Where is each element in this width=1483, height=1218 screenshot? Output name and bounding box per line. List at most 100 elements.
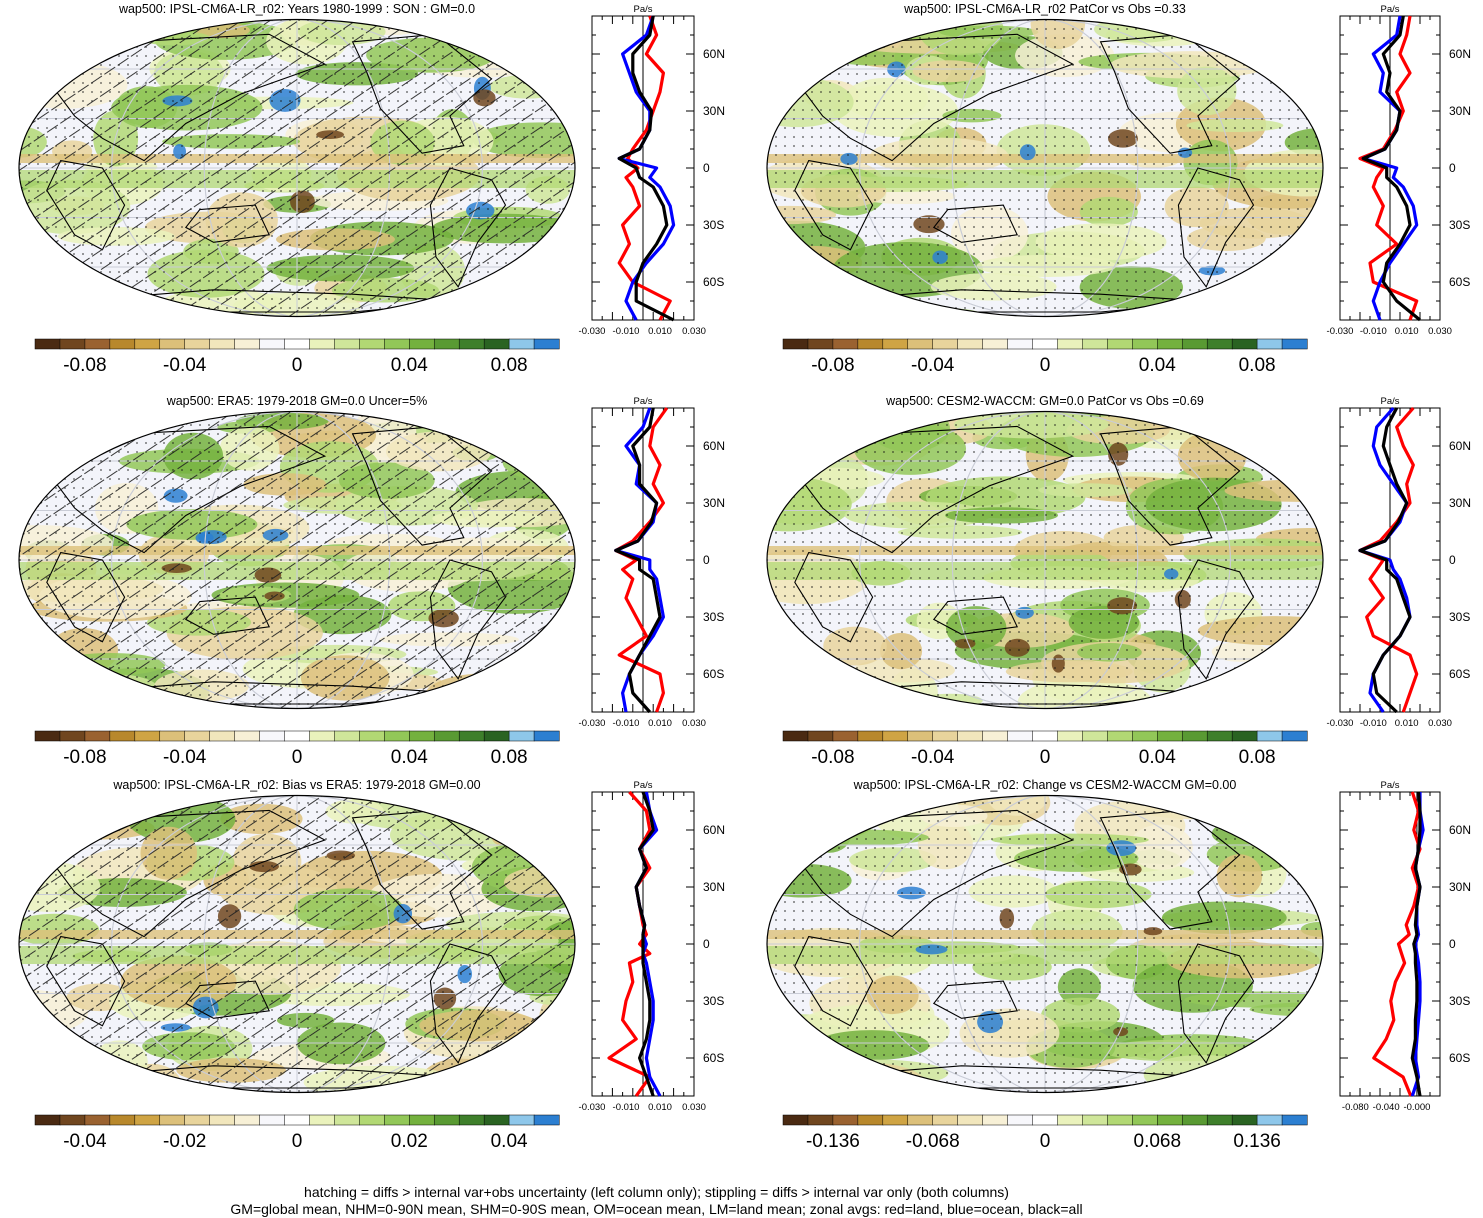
colorbar-swatch	[1281, 730, 1308, 742]
colorbar-swatch	[1132, 1114, 1158, 1126]
colorbar-swatch	[832, 1114, 859, 1126]
colorbar-tick-label: -0.04	[911, 355, 955, 376]
colorbar-tick-label: 0	[292, 355, 303, 376]
profile-unit-label: Pa/s	[633, 780, 652, 791]
profile-y-tick-label: 60N	[1449, 47, 1471, 61]
profile-y-tick-label: 60N	[703, 439, 725, 453]
panel-6: wap500: IPSL-CM6A-LR_r02: Change vs CESM…	[766, 778, 1471, 1152]
field-blob	[767, 795, 855, 817]
field-blob	[1220, 1060, 1323, 1093]
colorbar-tick-label: 0.04	[1139, 355, 1176, 376]
colorbar-swatch	[84, 1114, 111, 1126]
colorbar-swatch	[458, 730, 485, 742]
colorbar-swatch	[1281, 1114, 1308, 1126]
zonal-line-all	[614, 407, 662, 714]
stippling	[767, 795, 1323, 1093]
profile-y-tick-label: 60N	[703, 47, 725, 61]
profile-y-tick-label: 30S	[1449, 994, 1470, 1008]
colorbar-swatch	[109, 1114, 136, 1126]
field-blob	[767, 21, 864, 53]
colorbar-swatch	[384, 1114, 410, 1126]
colorbar-swatch	[234, 338, 261, 350]
colorbar-tick-label: -0.08	[811, 355, 854, 376]
colorbar-swatch	[409, 338, 435, 350]
colorbar-swatch	[1157, 338, 1183, 350]
colorbar-swatch	[458, 1114, 485, 1126]
colorbar-swatch	[234, 730, 261, 742]
field-blob	[767, 280, 809, 317]
profile-x-tick-label: -0.030	[1327, 326, 1354, 337]
map-field	[19, 795, 575, 1093]
colorbar-tick-label: 0	[1040, 355, 1051, 376]
field-blob	[511, 261, 575, 317]
profile-x-tick-label: -0.080	[1342, 1102, 1369, 1113]
field-blob	[783, 694, 857, 708]
map-field	[767, 411, 1323, 709]
profile-y-tick-label: 0	[1449, 553, 1456, 567]
colorbar-swatch	[1206, 730, 1233, 742]
field-blob	[767, 633, 823, 675]
field-blob	[477, 24, 554, 38]
colorbar-swatch	[533, 1114, 560, 1126]
colorbar-swatch	[1157, 1114, 1183, 1126]
colorbar-swatch	[234, 1114, 261, 1126]
colorbar-tick-label: 0	[292, 1131, 303, 1152]
field-blob	[455, 1080, 538, 1093]
colorbar-swatch	[259, 338, 286, 350]
field-blob	[19, 795, 138, 815]
colorbar-swatch	[782, 730, 809, 742]
colorbar-tick-label: 0.04	[1139, 747, 1176, 768]
colorbar-swatch	[1231, 1114, 1258, 1126]
profile-y-tick-label: 60S	[703, 275, 724, 289]
colorbar-tick-label: -0.04	[63, 1131, 107, 1152]
colorbar-swatch	[59, 338, 86, 350]
colorbar-tick-label: 0.08	[491, 747, 528, 768]
colorbar-tick-label: -0.04	[163, 747, 207, 768]
colorbar-swatch	[109, 730, 136, 742]
profile-y-tick-label: 30N	[1449, 104, 1471, 118]
panel-title: wap500: IPSL-CM6A-LR_r02: Change vs CESM…	[853, 778, 1237, 792]
colorbar-swatch	[1206, 338, 1233, 350]
colorbar-swatch	[882, 1114, 909, 1126]
colorbar-swatch	[134, 730, 161, 742]
field-blob	[1252, 1046, 1312, 1063]
colorbar-swatch	[359, 338, 385, 350]
colorbar-swatch	[1032, 730, 1059, 742]
profile-y-tick-label: 60S	[1449, 275, 1470, 289]
profile-x-tick-label: -0.030	[579, 326, 606, 337]
colorbar-tick-label: -0.068	[906, 1131, 960, 1152]
colorbar-swatch	[957, 338, 984, 350]
profile-x-tick-label: 0.010	[1395, 326, 1419, 337]
panel-1: wap500: IPSL-CM6A-LR_r02: Years 1980-199…	[18, 2, 725, 376]
profile-unit-label: Pa/s	[633, 4, 652, 15]
profile-x-tick-label: -0.010	[613, 326, 640, 337]
colorbar-swatch	[533, 730, 560, 742]
colorbar-tick-label: -0.04	[163, 355, 207, 376]
field-blob	[1187, 795, 1323, 827]
profile-y-tick-label: 30S	[703, 994, 724, 1008]
profile-x-tick-label: 0.010	[648, 1102, 672, 1113]
field-blob	[1273, 411, 1323, 453]
field-blob	[496, 795, 575, 834]
profile-x-tick-label: -0.010	[613, 718, 640, 729]
map-field	[19, 411, 575, 709]
colorbar-swatch	[982, 1114, 1009, 1126]
field-blob	[19, 1065, 87, 1089]
field-blob	[843, 300, 938, 315]
panel-3: wap500: ERA5: 1979-2018 GM=0.0 Uncer=5% -…	[18, 394, 725, 768]
colorbar-swatch	[1107, 338, 1133, 350]
colorbar-tick-label: 0.068	[1134, 1131, 1182, 1152]
colorbar-tick-label: -0.08	[811, 747, 854, 768]
colorbar-swatch	[1032, 338, 1059, 350]
colorbar-swatch	[259, 1114, 286, 1126]
profile-y-tick-label: 0	[703, 937, 710, 951]
profile-x-tick-label: -0.030	[1327, 718, 1354, 729]
colorbar-swatch	[508, 338, 535, 350]
profile-y-tick-label: 0	[1449, 161, 1456, 175]
map-border	[18, 18, 576, 318]
colorbar-swatch	[1256, 338, 1283, 350]
colorbar-swatch	[59, 730, 86, 742]
profile-unit-label: Pa/s	[633, 396, 652, 407]
colorbar-swatch	[409, 1114, 435, 1126]
colorbar-swatch	[433, 730, 460, 742]
